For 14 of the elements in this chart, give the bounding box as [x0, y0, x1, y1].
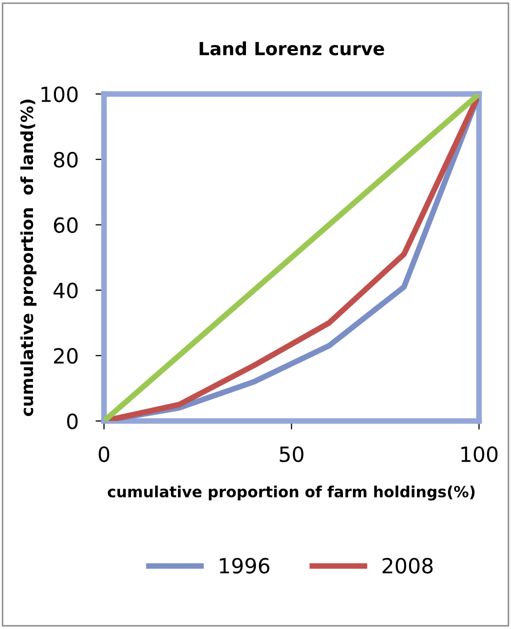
x-tick-label: 0 [98, 446, 110, 462]
y-tick-label: 0 [67, 413, 78, 430]
legend-label: 1996 [220, 558, 270, 574]
y-tick-label: 100 [42, 86, 78, 102]
x-tick-label: 50 [280, 446, 304, 462]
y-tick-label: 20 [54, 348, 78, 364]
legend-label: 2008 [382, 558, 433, 574]
y-tick-label: 40 [54, 282, 78, 298]
y-tick-label: 60 [54, 217, 78, 234]
chart-title: Land Lorenz curve [200, 41, 384, 56]
x-tick-label: 100 [461, 446, 498, 462]
y-axis-title: cumulative proportion of land(%) [20, 100, 36, 416]
x-axis-title: cumulative proportion of farm holdings(%) [108, 486, 475, 501]
y-tick-label: 80 [54, 152, 78, 168]
